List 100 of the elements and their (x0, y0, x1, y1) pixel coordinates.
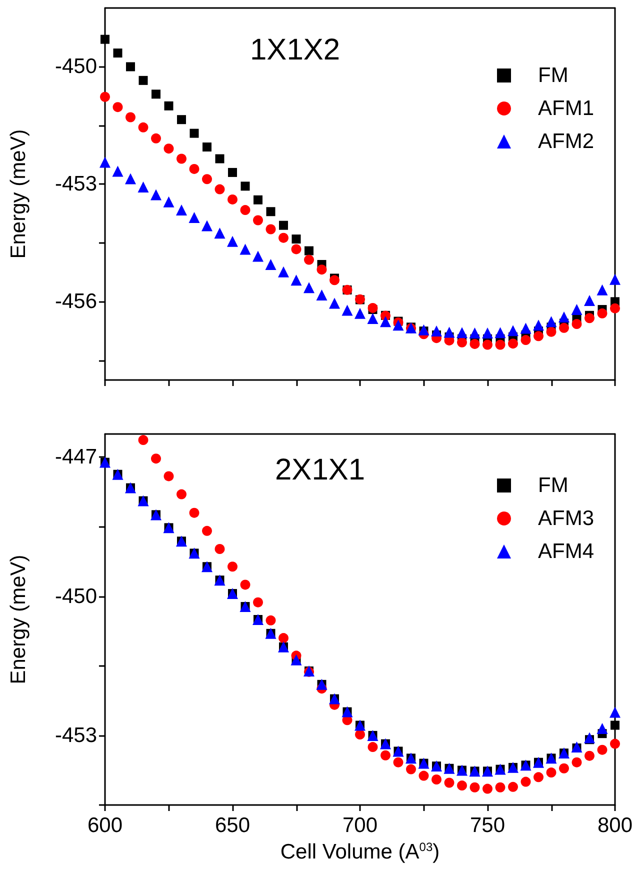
point (291, 244, 302, 254)
x-tick-label: 800 (597, 814, 633, 837)
point (559, 322, 569, 333)
point (406, 764, 416, 774)
point (495, 782, 506, 792)
point (112, 166, 124, 177)
y-tick-label: -456 (54, 290, 97, 314)
point (584, 750, 594, 761)
point (469, 328, 480, 339)
point (316, 264, 327, 275)
point (253, 215, 263, 226)
point (214, 184, 225, 194)
point (610, 706, 620, 718)
point (495, 340, 506, 350)
point (354, 308, 366, 319)
point (368, 742, 378, 752)
point (329, 298, 340, 309)
point (163, 196, 174, 208)
point (151, 133, 161, 144)
point (279, 220, 288, 230)
point (176, 154, 186, 164)
point (380, 316, 391, 328)
point (100, 92, 110, 102)
x-tick-label: 700 (342, 814, 378, 837)
point (227, 236, 238, 247)
point (584, 295, 595, 306)
point (240, 205, 250, 216)
y-tick-label: -453 (54, 724, 97, 747)
point (444, 326, 455, 338)
point (138, 76, 148, 85)
point (572, 757, 582, 768)
point (252, 250, 264, 262)
x-tick-label: 750 (470, 814, 506, 837)
point (304, 282, 314, 294)
point (214, 228, 226, 239)
point (189, 508, 200, 518)
point (432, 774, 442, 784)
point (304, 254, 314, 265)
legend-label: FM (538, 474, 568, 497)
point (126, 62, 135, 72)
point (202, 142, 212, 152)
point (150, 189, 162, 200)
point (368, 302, 378, 313)
point (304, 246, 314, 256)
point (100, 34, 110, 44)
point (316, 290, 328, 301)
point (596, 284, 608, 296)
point (266, 207, 276, 216)
point (610, 274, 620, 285)
y-axis-title: Energy (meV) (7, 129, 30, 259)
point (596, 722, 608, 734)
point (456, 327, 468, 338)
legend-label: FM (538, 64, 568, 87)
point (418, 770, 429, 781)
point (508, 338, 518, 349)
point (508, 782, 518, 792)
legend-label: AFM1 (538, 97, 594, 120)
point (138, 435, 148, 446)
point (482, 340, 492, 350)
point (228, 168, 237, 177)
x-tick-label: 600 (87, 814, 123, 837)
legend-label: AFM3 (538, 507, 594, 530)
point (190, 128, 199, 138)
point (177, 115, 186, 124)
point (228, 562, 238, 572)
point (482, 784, 492, 794)
point (342, 304, 353, 316)
point (380, 750, 390, 760)
point (418, 324, 430, 336)
point (202, 526, 212, 536)
point (431, 326, 442, 337)
point (330, 275, 340, 286)
point (240, 580, 250, 590)
point (584, 732, 595, 744)
point (151, 454, 161, 464)
point (164, 144, 174, 154)
text: 1X1X2 (250, 34, 340, 66)
point (266, 224, 276, 234)
point (584, 313, 594, 324)
point (152, 90, 160, 99)
point (164, 101, 174, 110)
point (610, 738, 620, 749)
point (367, 313, 378, 324)
point (470, 338, 480, 349)
point (457, 337, 467, 348)
point (254, 195, 262, 204)
point (278, 232, 288, 243)
point (457, 780, 467, 791)
point (572, 319, 582, 329)
point (112, 102, 123, 112)
point (240, 244, 251, 255)
y-tick-label: -450 (54, 584, 97, 608)
point (494, 327, 506, 338)
point (534, 331, 544, 342)
point (533, 320, 544, 331)
point (571, 304, 582, 316)
point (520, 322, 532, 334)
point (520, 776, 531, 787)
point (253, 597, 263, 608)
point (546, 768, 556, 778)
